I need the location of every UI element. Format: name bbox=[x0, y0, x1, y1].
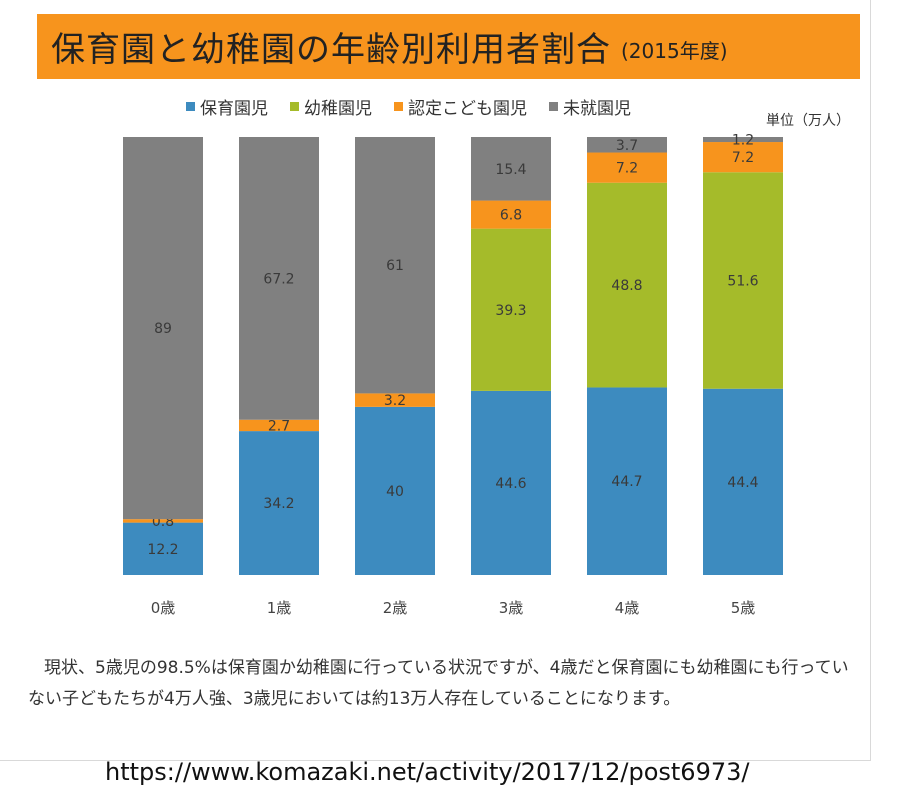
data-label: 44.7 bbox=[611, 474, 642, 490]
title-banner: 保育園と幼稚園の年齢別利用者割合 (2015年度) bbox=[37, 14, 860, 79]
bar-segment bbox=[587, 387, 667, 575]
legend-label: 認定こども園児 bbox=[408, 99, 527, 119]
chart-subtitle: (2015年度) bbox=[621, 39, 728, 63]
category-label: 1歳 bbox=[267, 599, 292, 617]
legend-swatch bbox=[290, 102, 299, 111]
bar-segment bbox=[355, 406, 435, 575]
stacked-bar-chart: 12.20.8890歳34.22.767.21歳403.2612歳44.639.… bbox=[123, 133, 783, 617]
data-label: 89 bbox=[154, 321, 172, 337]
data-label: 12.2 bbox=[147, 542, 178, 558]
data-label: 15.4 bbox=[495, 162, 526, 178]
category-label: 5歳 bbox=[731, 599, 756, 617]
data-label: 3.2 bbox=[384, 393, 406, 409]
data-label: 67.2 bbox=[263, 271, 294, 287]
category-label: 0歳 bbox=[151, 599, 176, 617]
bar-segment bbox=[587, 137, 667, 153]
legend-item: 保育園児 bbox=[186, 94, 268, 119]
bar-segment bbox=[587, 152, 667, 183]
category-label: 3歳 bbox=[499, 599, 524, 617]
legend-label: 幼稚園児 bbox=[304, 99, 372, 119]
category-label: 4歳 bbox=[615, 599, 640, 617]
bar-segment bbox=[239, 137, 319, 420]
bar-segment bbox=[239, 419, 319, 432]
category-label: 2歳 bbox=[383, 599, 408, 617]
bar-segment bbox=[355, 137, 435, 394]
legend-label: 未就園児 bbox=[563, 99, 631, 119]
bar-segment bbox=[587, 182, 667, 388]
bar-segment bbox=[355, 393, 435, 407]
bar-segment bbox=[703, 172, 783, 389]
data-label: 34.2 bbox=[263, 496, 294, 512]
data-label: 7.2 bbox=[732, 150, 754, 166]
data-label: 61 bbox=[386, 258, 404, 274]
bar-segment bbox=[703, 388, 783, 575]
legend-swatch bbox=[549, 102, 558, 111]
data-label: 6.8 bbox=[500, 208, 522, 224]
bar-segment bbox=[123, 137, 203, 520]
bar-segment bbox=[239, 431, 319, 575]
bar-segment bbox=[471, 228, 551, 391]
unit-label: 単位（万人） bbox=[766, 113, 850, 129]
data-label: 44.6 bbox=[495, 476, 526, 492]
source-url: https://www.komazaki.net/activity/2017/1… bbox=[105, 758, 750, 786]
data-label: 40 bbox=[386, 484, 404, 500]
legend-label: 保育園児 bbox=[200, 99, 268, 119]
data-label: 44.4 bbox=[727, 475, 758, 491]
bar-segment bbox=[471, 200, 551, 229]
legend-swatch bbox=[394, 102, 403, 111]
data-label: 51.6 bbox=[727, 273, 758, 289]
bar-segment bbox=[703, 137, 783, 143]
bar-segment bbox=[703, 142, 783, 173]
note-text: 現状、5歳児の98.5%は保育園か幼稚園に行っている状況ですが、4歳だと保育園に… bbox=[28, 658, 849, 709]
data-label: 3.7 bbox=[616, 138, 638, 154]
bar-segment bbox=[471, 137, 551, 201]
legend-swatch bbox=[186, 102, 195, 111]
legend-item: 未就園児 bbox=[549, 94, 631, 119]
data-label: 7.2 bbox=[616, 161, 638, 177]
bar-segment bbox=[123, 519, 203, 523]
legend-item: 幼稚園児 bbox=[290, 94, 372, 119]
bar-segment bbox=[471, 390, 551, 575]
data-label: 48.8 bbox=[611, 278, 642, 294]
data-label: 39.3 bbox=[495, 303, 526, 319]
chart-title: 保育園と幼稚園の年齢別利用者割合 bbox=[51, 30, 611, 70]
legend-item: 認定こども園児 bbox=[394, 94, 527, 119]
data-label: 2.7 bbox=[268, 418, 290, 434]
legend: 保育園児 幼稚園児 認定こども園児 未就園児 bbox=[186, 94, 631, 119]
data-label: 1.2 bbox=[732, 133, 754, 149]
bar-segment bbox=[123, 522, 203, 575]
